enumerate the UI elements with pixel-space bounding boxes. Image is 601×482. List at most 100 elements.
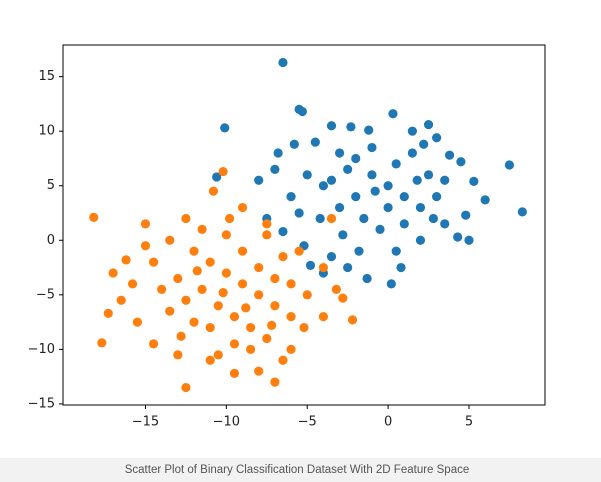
point [262,219,272,229]
point [229,339,240,349]
point [192,266,202,276]
point [464,235,474,245]
point [140,219,151,229]
point [278,355,288,365]
point [108,268,118,278]
point [331,284,341,294]
point [278,226,288,237]
point [299,322,309,333]
point [294,104,304,114]
point [428,213,438,224]
point [270,164,280,174]
point [444,150,455,160]
point [286,312,296,322]
point [181,382,191,393]
point [89,212,99,222]
point [237,279,248,289]
point [254,175,264,185]
point [407,126,417,136]
point [351,192,361,202]
point [396,262,406,273]
point [362,273,372,284]
x-tick-label: 5 [465,415,473,430]
point [370,186,380,196]
point [517,207,527,217]
point [237,246,248,256]
point [224,213,235,224]
point [286,192,296,202]
point [388,109,398,119]
point [318,312,329,322]
point [399,219,409,229]
point [334,148,345,158]
point [262,333,272,344]
point [440,219,450,229]
point [469,176,479,186]
x-tick-label: −10 [213,415,240,430]
point [262,230,272,240]
point [241,303,251,313]
point [270,301,280,311]
point [364,125,374,135]
point [419,139,429,149]
point [165,306,175,316]
point [407,148,417,158]
point [278,252,288,262]
point [359,213,369,224]
point [103,308,113,318]
point [343,262,353,273]
point [270,377,280,387]
point [391,246,401,256]
point [173,273,183,284]
point [205,322,215,333]
point [121,255,131,265]
point [140,241,151,251]
point [334,202,345,213]
y-tick-label: 10 [38,124,55,139]
point [221,268,231,278]
point [367,170,377,180]
point [383,181,393,191]
point [218,166,228,177]
point [315,213,325,224]
point [157,284,167,294]
point [354,246,364,256]
point [302,170,312,180]
point [181,213,191,224]
axes-frame [62,44,546,406]
y-tick-label: 15 [38,69,55,84]
point [338,230,348,240]
point [310,137,320,147]
point [286,344,296,354]
point [220,123,230,133]
point [212,172,222,182]
point [415,202,426,213]
point [213,301,223,311]
point [456,157,466,167]
point [237,202,248,213]
point [148,257,159,267]
point [338,293,348,303]
point [461,210,471,220]
point [286,279,296,289]
point [412,175,422,185]
point [367,142,377,153]
y-tick-label: −5 [36,287,55,302]
point [294,246,304,256]
point [440,175,450,185]
point [289,139,299,149]
point [504,160,515,170]
point [346,122,356,132]
point [383,202,393,213]
point [189,317,199,327]
point [432,133,442,143]
point [326,175,337,185]
point [197,284,207,294]
point [229,312,240,322]
point [294,208,304,218]
point [254,262,264,273]
point [208,186,219,196]
point [246,344,256,354]
point [278,57,288,68]
